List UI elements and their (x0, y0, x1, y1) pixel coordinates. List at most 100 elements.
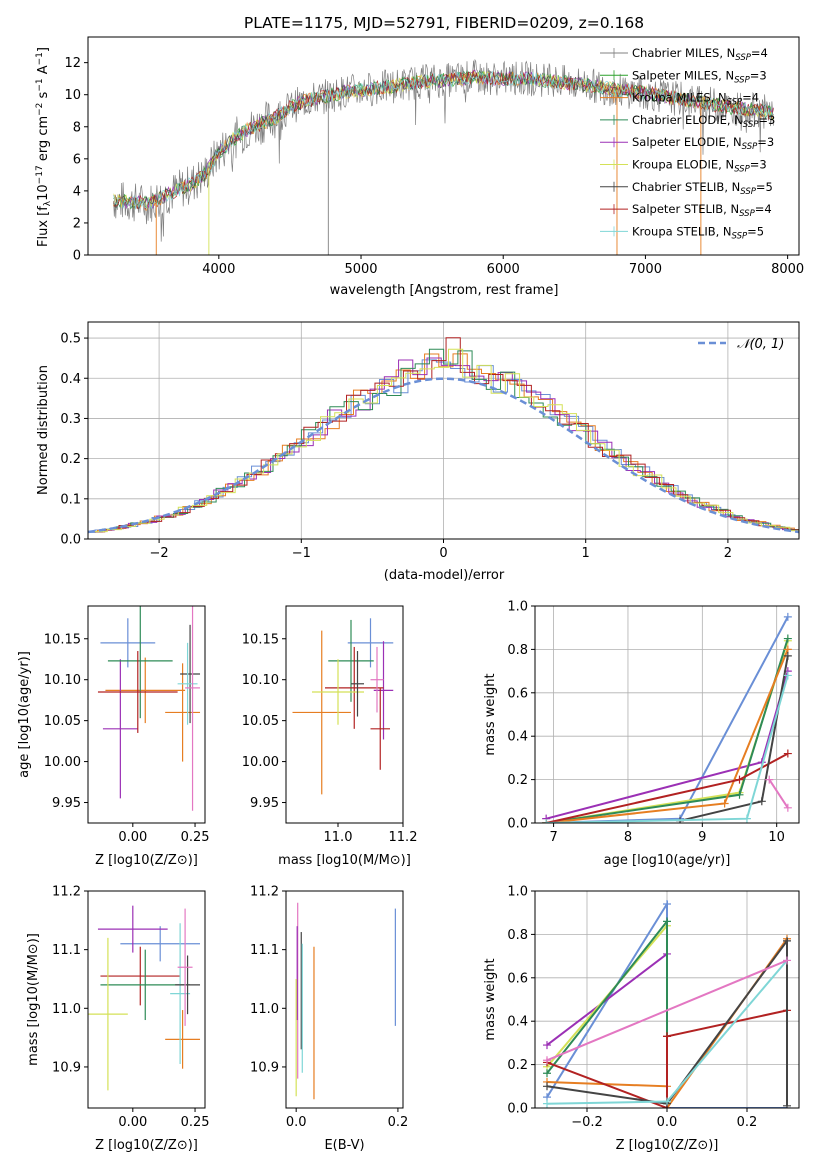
normal-distribution-line (88, 377, 799, 534)
y-tick-label: 9.95 (52, 796, 81, 811)
model-spectrum-line (113, 69, 774, 210)
x-axis-label: E(B-V) (324, 1138, 364, 1153)
y-tick-label: 1.0 (507, 885, 528, 900)
x-tick-label: 5000 (344, 262, 377, 277)
x-tick-label: 0 (439, 546, 447, 561)
y-tick-label: 0.1 (60, 492, 81, 507)
model-spectrum-line (113, 69, 774, 209)
axes-frame (285, 890, 404, 1109)
histogram-legend: 𝒩(0, 1) (698, 337, 784, 352)
x-tick-label: 0.25 (181, 1115, 210, 1130)
residual-histogram-panel: −2 −1 0 1 2 0.0 0.1 0.2 0.3 0.4 0.5 (data-model)/e… (36, 321, 800, 583)
y-tick-label: 0.0 (507, 817, 528, 832)
mass-weight-marker (742, 814, 751, 823)
y-tick-label: 9.95 (250, 796, 279, 811)
x-tick-label: 0.25 (181, 830, 210, 845)
mass-weight-marker (783, 749, 792, 758)
y-tick-label: 10.05 (242, 714, 279, 729)
x-tick-label: −1 (292, 546, 311, 561)
mass-weight-marker (783, 651, 792, 660)
y-tick-label: 10.9 (52, 1060, 81, 1075)
plot-content (543, 900, 791, 1108)
spectrum-panel: PLATE=1175, MJD=52791, FIBERID=0209, z=0… (35, 14, 804, 298)
x-tick-label: 2 (724, 546, 732, 561)
x-tick-label: 0.2 (388, 1115, 409, 1130)
y-tick-label: 10.00 (242, 755, 279, 770)
mass-weight-marker (663, 1032, 671, 1041)
legend-label: Chabrier ELODIE, NSSP=3 (632, 113, 775, 130)
mass-weight-line (768, 779, 789, 809)
y-axis-label: mass weight (483, 673, 498, 755)
mass-weight-line (546, 918, 668, 1102)
x-tick-label: 11.0 (324, 830, 353, 845)
mass-weight-marker (783, 936, 791, 945)
legend-label: Chabrier MILES, NSSP=4 (632, 46, 768, 63)
y-tick-label: 11.1 (250, 943, 279, 958)
x-tick-label: 9 (698, 830, 706, 845)
y-tick-label: 0.2 (60, 452, 81, 467)
y-tick-label: 10.05 (44, 714, 81, 729)
x-tick-label: 0.00 (118, 830, 147, 845)
y-tick-label: 1.0 (507, 600, 528, 615)
y-tick-label: 0.4 (507, 1015, 528, 1030)
y-tick-label: 11.2 (250, 885, 279, 900)
mass-weight-line (546, 922, 668, 1102)
y-tick-label: 0.4 (60, 372, 81, 387)
axes-frame (285, 605, 404, 824)
mass-weight-marker (543, 1056, 551, 1065)
observed-spectrum-line (113, 58, 774, 242)
y-tick-label: 0.2 (507, 1058, 528, 1073)
y-axis-label: age [log10(age/yr)] (17, 651, 32, 778)
y-tick-label: 10.10 (44, 673, 81, 688)
y-tick-label: 8 (73, 120, 81, 135)
x-tick-label: 0.2 (737, 1115, 758, 1130)
legend-label: Salpeter ELODIE, NSSP=3 (632, 135, 774, 152)
y-tick-label: 11.0 (52, 1002, 81, 1017)
mass-weight-marker (720, 799, 729, 808)
plot-content (295, 902, 396, 1100)
x-tick-label: 4000 (202, 262, 235, 277)
plot-content (542, 612, 792, 823)
x-tick-label: 0.00 (118, 1115, 147, 1130)
y-tick-label: 0.2 (507, 773, 528, 788)
histogram-ylabel: Normed distribution (36, 365, 51, 495)
spectrum-ylabel: Flux [fλ10−17 erg cm−2 s−1 A−1] (35, 47, 53, 247)
legend-label: Salpeter STELIB, NSSP=4 (632, 202, 772, 219)
axes-frame (87, 890, 206, 1109)
plot-content (113, 58, 774, 255)
y-tick-label: 11.2 (52, 885, 81, 900)
plot-content (88, 905, 201, 1091)
y-tick-label: 10.15 (242, 632, 279, 647)
mass-weight-marker (757, 797, 766, 806)
axes-frame (87, 605, 206, 824)
y-tick-label: 11.1 (52, 943, 81, 958)
spectrum-title: PLATE=1175, MJD=52791, FIBERID=0209, z=0… (244, 14, 644, 32)
legend-label: Kroupa STELIB, NSSP=5 (632, 224, 764, 241)
y-tick-label: 10.00 (44, 755, 81, 770)
mass-weight-marker (542, 819, 551, 823)
y-axis-label: mass [log10(M/M⊙)] (26, 933, 41, 1066)
mass-weight-marker (765, 775, 774, 784)
y-tick-label: 4 (73, 184, 81, 199)
plot-content (97, 606, 201, 811)
x-tick-label: −0.2 (571, 1115, 603, 1130)
mass-vs-metallicity-panel: 0.00 0.25 10.9 11.0 11.1 11.2 Z [log10(Z/Z⊙)] m… (26, 885, 210, 1154)
model-spectrum-line (113, 70, 774, 210)
y-tick-label: 12 (64, 56, 81, 71)
x-tick-label: 10 (768, 830, 785, 845)
model-spectrum-line (113, 69, 774, 210)
age-vs-mass-panel: 11.0 11.2 9.95 10.00 10.05 10.10 10.15 mass [lo… (242, 605, 418, 868)
x-axis-label: Z [log10(Z/Z⊙)] (95, 1138, 198, 1153)
plot-content (88, 337, 799, 534)
y-tick-label: 0.8 (507, 643, 528, 658)
mass-weight-marker (735, 790, 744, 799)
mass-weight-marker (663, 900, 671, 909)
model-spectrum-line (113, 70, 774, 210)
y-tick-label: 10.10 (242, 673, 279, 688)
y-tick-label: 0.0 (507, 1102, 528, 1117)
mass-weight-line (546, 959, 788, 1062)
x-tick-label: 11.2 (389, 830, 418, 845)
legend-label: Kroupa ELODIE, NSSP=3 (632, 158, 767, 175)
mass-weight-marker (735, 775, 744, 784)
x-tick-label: 8 (624, 830, 632, 845)
